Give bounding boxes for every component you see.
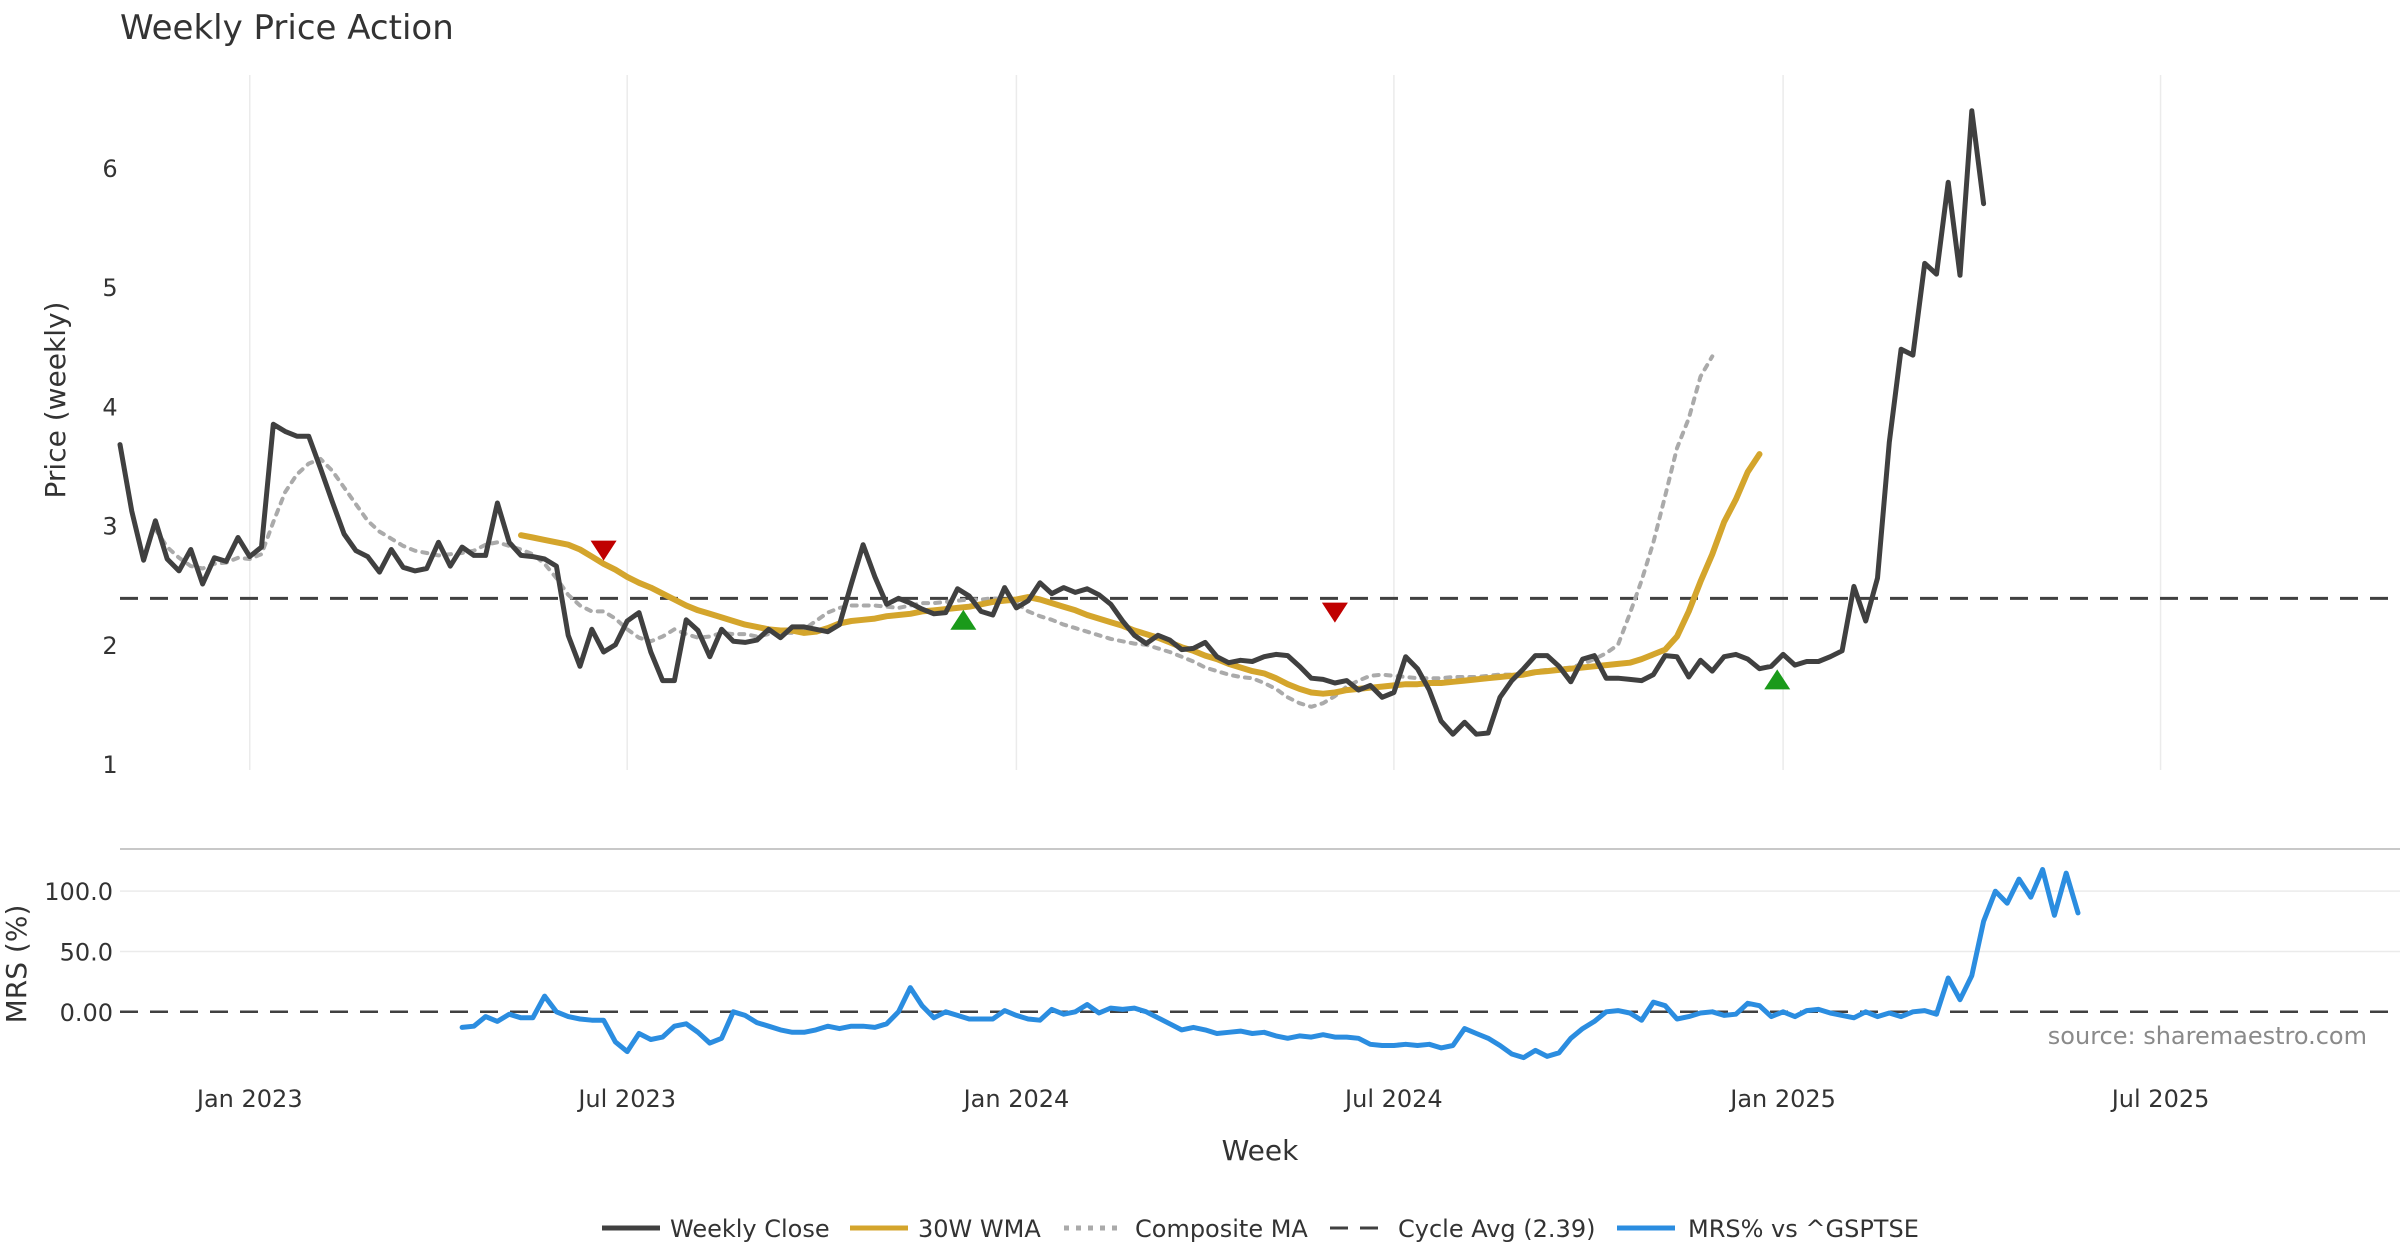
x-tick-label: Jul 2023 [576,1085,676,1113]
price-y-tick-label: 2 [102,632,117,660]
mrs-y-tick-label: 100.0 [44,878,113,906]
series-30w-wma [518,451,1763,697]
x-tick-label: Jan 2024 [962,1085,1070,1113]
legend-item: 30W WMA [850,1215,1041,1243]
series-composite-ma [153,354,1715,709]
price-series [117,108,2400,737]
x-axis-label: Week [1222,1134,1299,1167]
series-mrs [459,867,2081,1061]
mrs-gridlines [120,890,2400,1014]
buy-signal-marker [950,609,977,630]
buy-signal-marker [1764,669,1791,690]
legend: Weekly Close 30W WMA Composite MA Cycle Avg… [602,1215,1919,1243]
mrs-y-tick-label: 50.0 [60,938,113,966]
mrs-y-ticks: 100.0 50.0 0.00 [44,878,113,1027]
legend-item: Weekly Close [602,1215,830,1243]
x-tick-label: Jan 2025 [1728,1085,1836,1113]
legend-item: Cycle Avg (2.39) [1330,1215,1595,1243]
legend-label: 30W WMA [918,1215,1041,1243]
price-gridlines [248,75,2162,770]
mrs-y-axis-label: MRS (%) [0,905,33,1024]
price-y-tick-label: 1 [102,751,117,779]
legend-item: MRS% vs ^GSPTSE [1617,1215,1919,1243]
source-annotation: source: sharemaestro.com [2048,1022,2367,1050]
legend-label: MRS% vs ^GSPTSE [1688,1215,1919,1243]
sell-signal-marker [590,540,617,561]
x-tick-label: Jul 2024 [1343,1085,1443,1113]
chart-title: Weekly Price Action [120,8,454,48]
sell-signal-marker [1321,602,1348,623]
price-y-tick-label: 4 [102,393,117,421]
x-tick-label: Jan 2023 [195,1085,303,1113]
price-y-axis-label: Price (weekly) [39,302,72,499]
signal-markers [590,540,1791,690]
price-y-tick-label: 6 [102,155,117,183]
legend-label: Weekly Close [670,1215,830,1243]
legend-label: Composite MA [1135,1215,1308,1243]
x-axis-ticks: Jan 2023 Jul 2023 Jan 2024 Jul 2024 Jan 2025… [195,1085,2209,1113]
x-tick-label: Jul 2025 [2110,1085,2210,1113]
price-y-tick-label: 3 [102,513,117,541]
mrs-series [459,867,2081,1061]
price-y-tick-label: 5 [102,274,117,302]
series-weekly-close [117,108,1987,737]
mrs-y-tick-label: 0.00 [60,999,113,1027]
price-y-ticks: 1 2 3 4 5 6 [102,155,117,779]
legend-label: Cycle Avg (2.39) [1398,1215,1595,1243]
legend-item: Composite MA [1064,1215,1308,1243]
